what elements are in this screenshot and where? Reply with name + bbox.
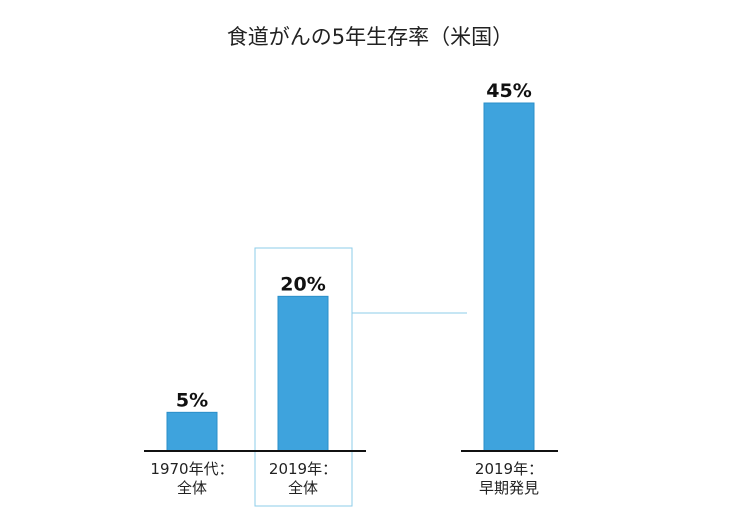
bar (483, 102, 535, 452)
data-label: 5% (176, 389, 208, 411)
chart-title: 食道がんの5年生存率（米国） (227, 25, 513, 49)
bar (277, 295, 329, 452)
data-label: 20% (280, 273, 325, 295)
category-label: 全体 (288, 479, 318, 497)
category-label: 1970年代： (150, 460, 233, 478)
category-label: 2019年： (269, 460, 337, 478)
category-label: 早期発見 (479, 479, 539, 497)
category-label: 全体 (177, 479, 207, 497)
highlight-box (254, 247, 353, 507)
bar (166, 411, 218, 452)
category-label: 2019年： (475, 460, 543, 478)
data-label: 45% (486, 80, 531, 102)
